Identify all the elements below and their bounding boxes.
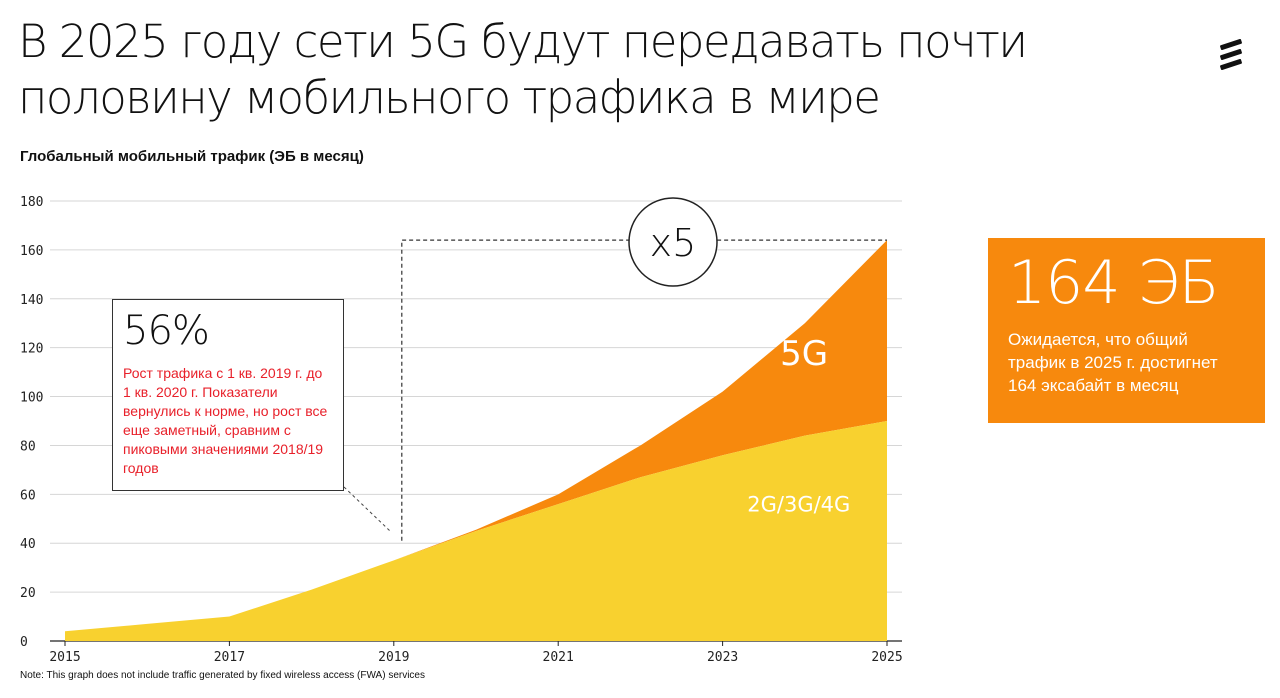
chart-title: Глобальный мобильный трафик (ЭБ в месяц) [20,148,364,165]
info-value: 164 ЭБ [1008,248,1220,318]
multiplier-circle [628,197,718,287]
series-label-5g: 5G [780,334,828,374]
x-tick-label: 2017 [214,650,245,665]
multiplier-label: x5 [650,221,697,265]
info-text: Ожидается, что общий трафик в 2025 г. до… [1008,330,1218,395]
area-5g [65,240,887,632]
y-tick-label: 0 [20,635,28,650]
y-tick-label: 40 [20,537,36,552]
x-tick-label: 2023 [707,650,738,665]
growth-callout: 56% Рост трафика с 1 кв. 2019 г. до 1 кв… [112,299,344,491]
y-tick-label: 100 [20,391,43,406]
area-2g-3g-4g [65,421,887,641]
total-traffic-box: 164 ЭБ Ожидается, что общий трафик в 202… [988,238,1265,423]
callout-text: Рост трафика с 1 кв. 2019 г. до 1 кв. 20… [123,365,328,476]
headline-line-2: половину мобильного трафика в мире [18,71,881,124]
x-tick-label: 2015 [49,650,80,665]
callout-value: 56% [123,308,210,354]
y-tick-label: 80 [20,439,36,454]
x-tick-label: 2021 [543,650,574,665]
x-tick-label: 2019 [378,650,409,665]
headline: В 2025 году сети 5G будут передавать поч… [18,14,1028,126]
series-label-2g-3g-4g: 2G/3G/4G [747,492,850,516]
y-tick-label: 180 [20,195,43,210]
y-tick-label: 120 [20,342,43,357]
y-tick-label: 60 [20,488,36,503]
callout-leader [343,486,391,532]
multiplier-bracket [401,239,887,541]
footnote: Note: This graph does not include traffi… [20,670,425,681]
y-tick-label: 20 [20,586,36,601]
y-tick-label: 160 [20,244,43,259]
headline-line-1: В 2025 году сети 5G будут передавать поч… [18,15,1028,68]
y-tick-label: 140 [20,293,43,308]
x-tick-label: 2025 [871,650,902,665]
ericsson-logo-icon [1220,38,1242,71]
